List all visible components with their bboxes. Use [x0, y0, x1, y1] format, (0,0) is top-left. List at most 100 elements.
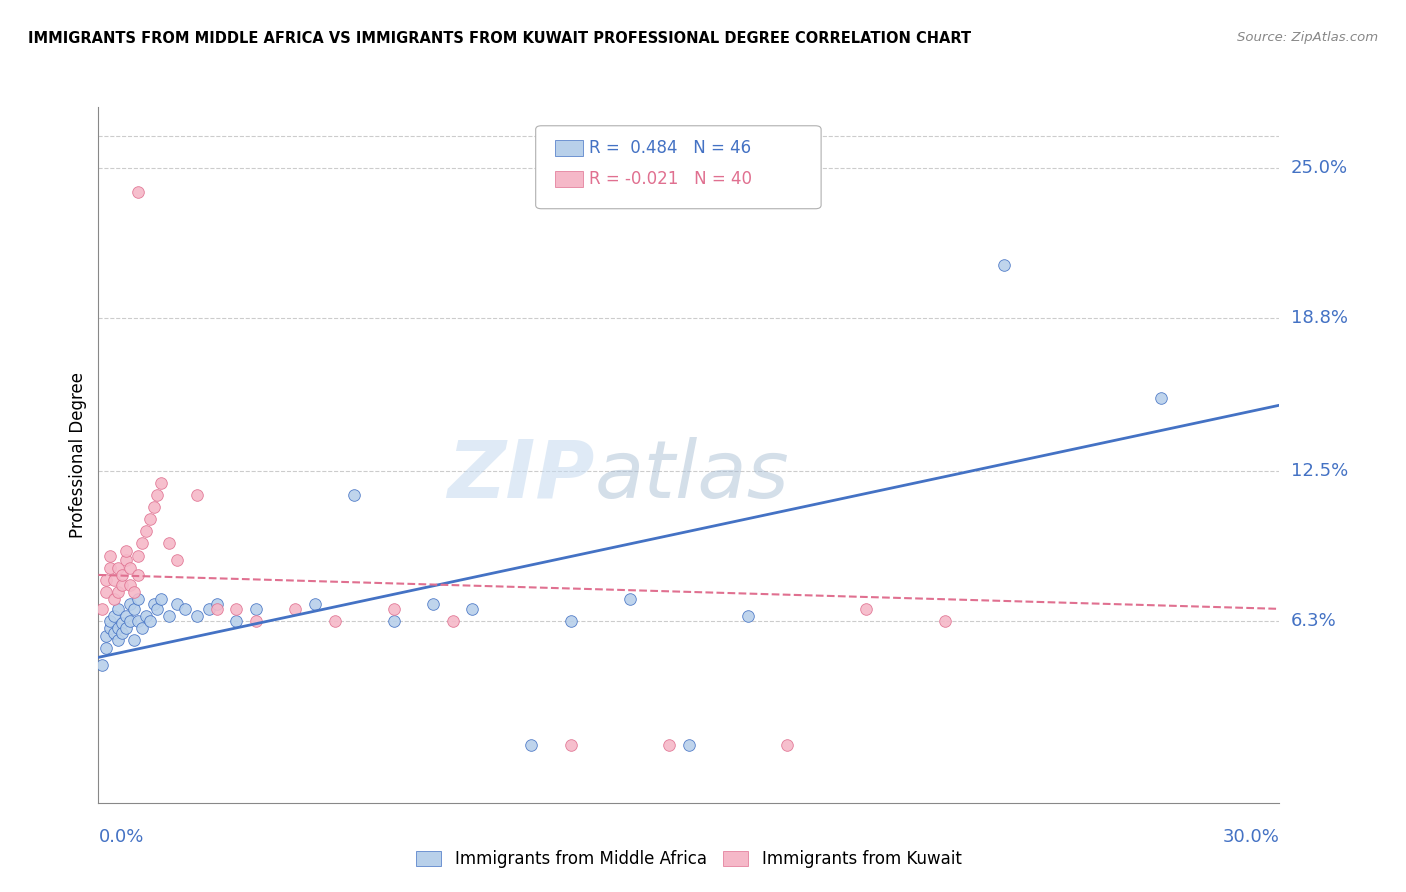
Text: 18.8%: 18.8%	[1291, 309, 1347, 327]
Point	[934, 614, 956, 628]
Point	[98, 621, 121, 635]
Point	[166, 597, 188, 611]
Point	[96, 573, 118, 587]
Point	[91, 657, 114, 672]
Point	[115, 543, 138, 558]
Point	[111, 626, 134, 640]
Point	[98, 614, 121, 628]
Point	[118, 577, 141, 591]
Point	[197, 602, 219, 616]
Point	[343, 488, 366, 502]
Point	[284, 602, 307, 616]
Point	[150, 475, 173, 490]
Point	[138, 614, 160, 628]
Point	[776, 738, 799, 752]
Point	[98, 549, 121, 563]
Point	[127, 185, 149, 199]
Point	[127, 592, 149, 607]
Point	[135, 524, 157, 539]
Text: 12.5%: 12.5%	[1291, 462, 1348, 480]
Point	[142, 500, 165, 514]
Point	[118, 560, 141, 574]
Point	[166, 553, 188, 567]
Point	[96, 585, 118, 599]
Text: 30.0%: 30.0%	[1223, 828, 1279, 846]
Point	[658, 738, 681, 752]
Point	[186, 488, 208, 502]
Point	[107, 621, 129, 635]
Point	[619, 592, 641, 607]
Point	[142, 597, 165, 611]
Point	[135, 609, 157, 624]
Point	[103, 626, 125, 640]
Point	[422, 597, 444, 611]
Point	[245, 614, 267, 628]
Point	[111, 616, 134, 631]
Point	[118, 597, 141, 611]
Point	[520, 738, 543, 752]
Point	[678, 738, 700, 752]
Point	[115, 621, 138, 635]
Point	[122, 585, 145, 599]
Point	[737, 609, 759, 624]
Point	[157, 609, 180, 624]
Point	[131, 536, 153, 550]
Text: R =  0.484   N = 46: R = 0.484 N = 46	[589, 139, 751, 157]
Point	[98, 560, 121, 574]
Point	[441, 614, 464, 628]
Point	[225, 614, 247, 628]
Point	[115, 553, 138, 567]
Point	[127, 549, 149, 563]
Text: Source: ZipAtlas.com: Source: ZipAtlas.com	[1237, 31, 1378, 45]
Point	[225, 602, 247, 616]
Point	[122, 602, 145, 616]
Point	[157, 536, 180, 550]
Point	[111, 568, 134, 582]
Point	[150, 592, 173, 607]
Point	[323, 614, 346, 628]
Point	[993, 258, 1015, 272]
Point	[127, 614, 149, 628]
Point	[1150, 391, 1173, 405]
Point	[96, 640, 118, 655]
Point	[115, 609, 138, 624]
Point	[174, 602, 197, 616]
Point	[560, 614, 582, 628]
Text: 25.0%: 25.0%	[1291, 159, 1348, 177]
Point	[461, 602, 484, 616]
Point	[96, 628, 118, 642]
Point	[304, 597, 326, 611]
Point	[127, 568, 149, 582]
Point	[91, 602, 114, 616]
Text: 6.3%: 6.3%	[1291, 612, 1336, 630]
Point	[103, 609, 125, 624]
Point	[855, 602, 877, 616]
Y-axis label: Professional Degree: Professional Degree	[69, 372, 87, 538]
Point	[186, 609, 208, 624]
Point	[107, 585, 129, 599]
Point	[111, 577, 134, 591]
Text: IMMIGRANTS FROM MIDDLE AFRICA VS IMMIGRANTS FROM KUWAIT PROFESSIONAL DEGREE CORR: IMMIGRANTS FROM MIDDLE AFRICA VS IMMIGRA…	[28, 31, 972, 46]
Point	[146, 488, 169, 502]
Point	[382, 614, 405, 628]
Text: 0.0%: 0.0%	[98, 828, 143, 846]
Point	[107, 560, 129, 574]
Point	[107, 602, 129, 616]
Point	[245, 602, 267, 616]
Point	[205, 602, 228, 616]
Point	[103, 573, 125, 587]
Point	[103, 592, 125, 607]
Text: R = -0.021   N = 40: R = -0.021 N = 40	[589, 170, 752, 188]
Point	[138, 512, 160, 526]
Text: ZIP: ZIP	[447, 437, 595, 515]
Point	[382, 602, 405, 616]
Point	[107, 633, 129, 648]
Point	[118, 614, 141, 628]
Point	[122, 633, 145, 648]
Point	[131, 621, 153, 635]
Point	[205, 597, 228, 611]
Text: atlas: atlas	[595, 437, 789, 515]
Legend: Immigrants from Middle Africa, Immigrants from Kuwait: Immigrants from Middle Africa, Immigrant…	[409, 843, 969, 874]
Point	[560, 738, 582, 752]
Point	[146, 602, 169, 616]
